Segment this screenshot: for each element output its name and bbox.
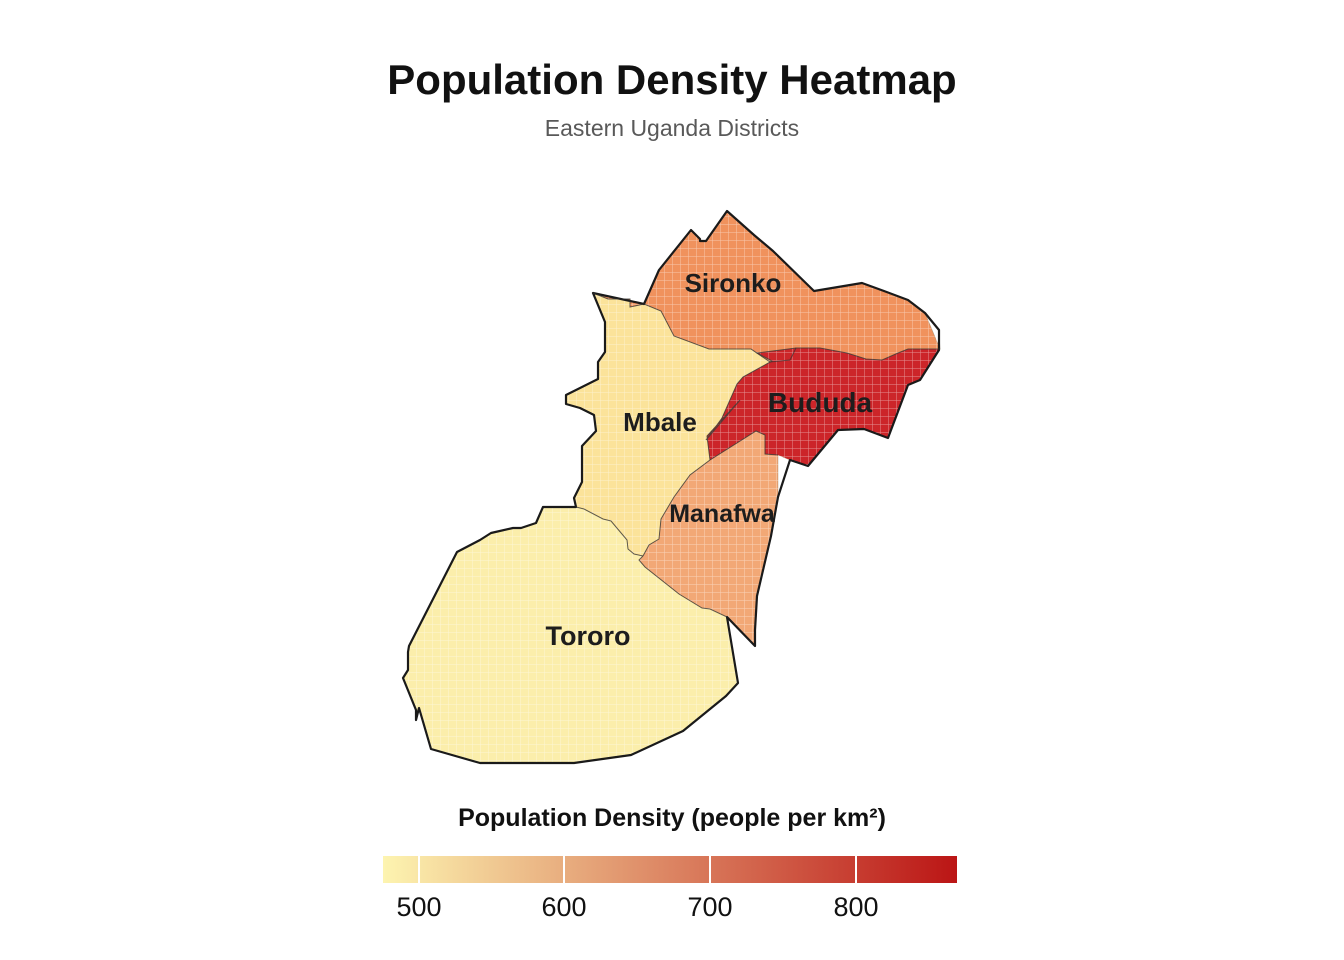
svg-text:800: 800 [833,892,878,922]
svg-text:Sironko: Sironko [685,268,782,298]
svg-text:Mbale: Mbale [623,407,697,437]
svg-text:500: 500 [396,892,441,922]
svg-text:600: 600 [541,892,586,922]
svg-text:Bududa: Bududa [768,387,873,418]
svg-text:Tororo: Tororo [546,621,631,651]
svg-text:700: 700 [687,892,732,922]
svg-text:Manafwa: Manafwa [669,500,776,528]
svg-text:Population Density (people per: Population Density (people per km²) [458,804,886,832]
